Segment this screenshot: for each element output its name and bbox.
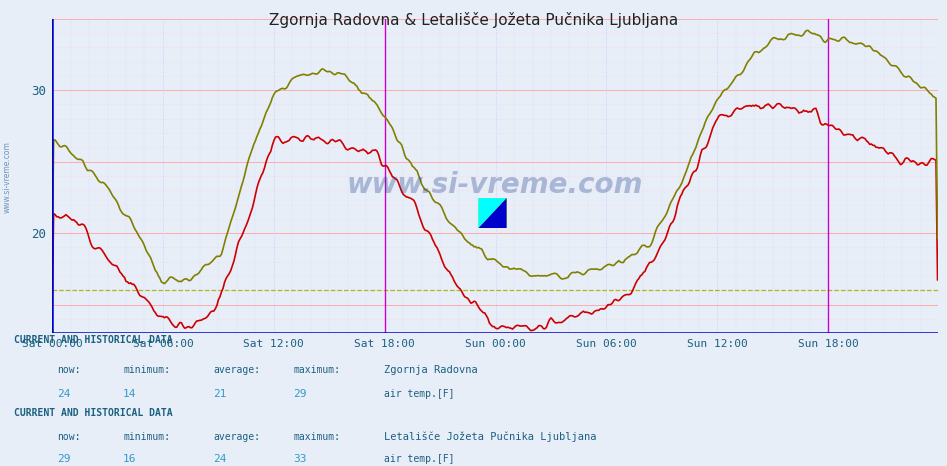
Text: 14: 14 bbox=[123, 389, 136, 399]
Text: 21: 21 bbox=[213, 389, 226, 399]
Text: average:: average: bbox=[213, 432, 260, 442]
Polygon shape bbox=[478, 198, 507, 228]
Text: air temp.[F]: air temp.[F] bbox=[384, 389, 454, 399]
Text: 24: 24 bbox=[57, 389, 70, 399]
Text: average:: average: bbox=[213, 365, 260, 375]
Text: 33: 33 bbox=[294, 454, 307, 464]
Text: air temp.[F]: air temp.[F] bbox=[384, 454, 454, 464]
Text: now:: now: bbox=[57, 432, 80, 442]
Text: maximum:: maximum: bbox=[294, 432, 341, 442]
Text: www.si-vreme.com: www.si-vreme.com bbox=[347, 171, 643, 199]
Text: 29: 29 bbox=[294, 389, 307, 399]
Text: www.si-vreme.com: www.si-vreme.com bbox=[3, 141, 12, 213]
Text: 29: 29 bbox=[57, 454, 70, 464]
Text: Letališče Jožeta Pučnika Ljubljana: Letališče Jožeta Pučnika Ljubljana bbox=[384, 432, 596, 442]
Text: now:: now: bbox=[57, 365, 80, 375]
Text: minimum:: minimum: bbox=[123, 365, 170, 375]
Text: CURRENT AND HISTORICAL DATA: CURRENT AND HISTORICAL DATA bbox=[14, 408, 173, 418]
Text: 16: 16 bbox=[123, 454, 136, 464]
Text: minimum:: minimum: bbox=[123, 432, 170, 442]
Text: Zgornja Radovna & Letališče Jožeta Pučnika Ljubljana: Zgornja Radovna & Letališče Jožeta Pučni… bbox=[269, 12, 678, 27]
Polygon shape bbox=[478, 198, 507, 228]
Text: Zgornja Radovna: Zgornja Radovna bbox=[384, 365, 477, 375]
Text: CURRENT AND HISTORICAL DATA: CURRENT AND HISTORICAL DATA bbox=[14, 335, 173, 344]
Text: maximum:: maximum: bbox=[294, 365, 341, 375]
Polygon shape bbox=[478, 198, 507, 228]
Text: 24: 24 bbox=[213, 454, 226, 464]
